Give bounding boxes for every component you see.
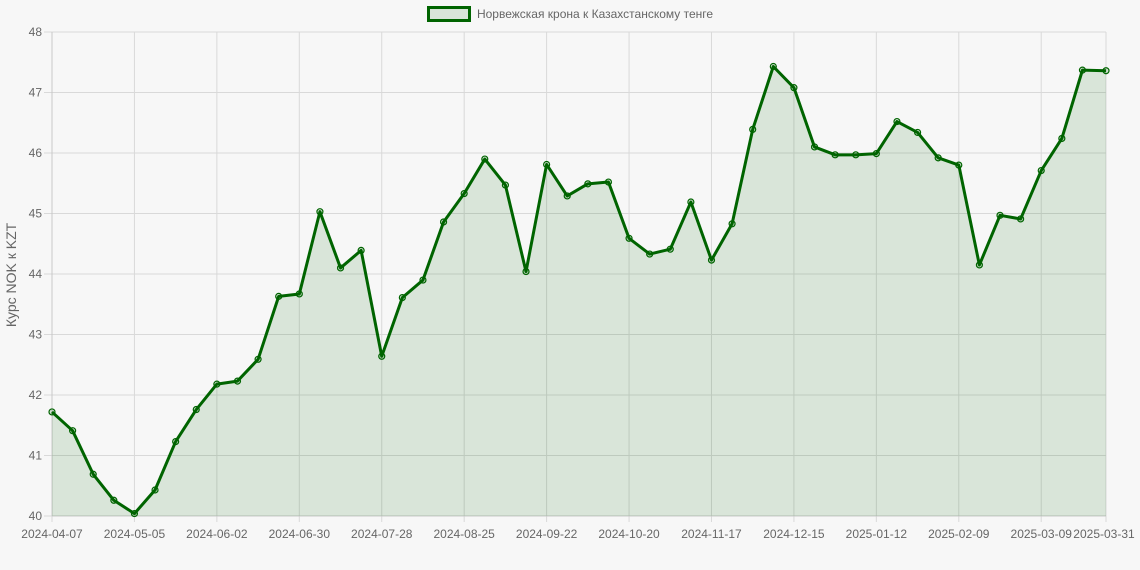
x-tick-label: 2024-06-30 <box>269 527 331 541</box>
data-point <box>1037 166 1045 175</box>
data-point <box>646 250 654 258</box>
y-tick-label: 46 <box>29 146 43 160</box>
data-point <box>357 246 365 254</box>
data-point <box>89 470 97 478</box>
data-point <box>872 150 880 158</box>
data-point <box>172 437 180 446</box>
data-points <box>48 62 1110 518</box>
data-point <box>852 151 860 159</box>
x-tick-label: 2025-02-09 <box>928 527 990 541</box>
data-point <box>316 208 324 216</box>
data-point <box>831 151 839 159</box>
data-point <box>336 264 345 272</box>
data-point <box>728 220 736 228</box>
x-tick-label: 2025-03-31 <box>1073 527 1135 541</box>
data-point <box>151 486 159 494</box>
data-point <box>1078 66 1087 74</box>
tick-labels: 40 41 42 43 44 45 46 47 48 2024-04-07 2024-05-05 20… <box>21 25 1135 541</box>
y-tick-label: 47 <box>29 86 43 100</box>
series-line <box>50 64 1107 516</box>
data-point <box>625 234 633 242</box>
y-tick-label: 44 <box>29 267 43 281</box>
y-tick-label: 42 <box>29 388 43 402</box>
data-point <box>687 198 695 206</box>
y-tick-label: 40 <box>29 509 43 523</box>
data-point <box>543 160 551 169</box>
data-point <box>913 128 922 137</box>
data-point <box>48 408 56 416</box>
data-point <box>419 276 427 284</box>
data-point <box>130 509 139 518</box>
data-point <box>378 352 386 360</box>
data-point <box>810 143 819 151</box>
data-point <box>1017 215 1025 223</box>
data-point <box>501 181 509 189</box>
x-tick-label: 2025-01-12 <box>846 527 908 541</box>
data-point <box>295 290 303 298</box>
data-point <box>439 218 448 226</box>
data-point <box>481 155 489 163</box>
data-point <box>275 292 283 300</box>
area-layer <box>50 64 1107 517</box>
data-point <box>769 62 777 71</box>
x-tick-label: 2024-07-28 <box>351 527 413 541</box>
data-point <box>192 405 200 414</box>
legend-label: Норвежская крона к Казахстанскому тенге <box>476 7 714 21</box>
data-point <box>790 84 798 92</box>
y-tick-label: 45 <box>29 207 43 221</box>
x-tick-label: 2024-09-22 <box>516 527 578 541</box>
data-point <box>563 192 571 200</box>
x-tick-label: 2024-05-05 <box>104 527 166 541</box>
data-point <box>707 256 716 264</box>
x-tick-label: 2024-08-25 <box>433 527 495 541</box>
x-tick-label: 2024-10-20 <box>598 527 660 541</box>
legend-swatch <box>426 6 471 22</box>
data-point <box>233 377 242 385</box>
y-tick-label: 48 <box>29 25 43 39</box>
data-point <box>604 178 613 186</box>
data-point <box>749 125 757 133</box>
grid <box>44 31 1107 522</box>
x-tick-label: 2025-03-09 <box>1011 527 1073 541</box>
data-point <box>1058 134 1066 143</box>
data-point <box>254 355 262 363</box>
x-tick-label: 2024-06-02 <box>186 527 248 541</box>
data-point <box>398 294 406 302</box>
data-point <box>69 427 77 435</box>
data-point <box>584 180 592 188</box>
y-tick-label: 43 <box>29 328 43 342</box>
data-point <box>460 189 468 198</box>
data-point <box>996 211 1004 219</box>
legend[interactable]: Норвежская крона к Казахстанскому тенге <box>0 6 1140 22</box>
y-tick-label: 41 <box>29 449 43 463</box>
data-point <box>1102 67 1110 75</box>
data-point <box>934 154 942 162</box>
data-point <box>666 245 674 253</box>
x-tick-label: 2024-11-17 <box>681 527 742 541</box>
x-tick-label: 2024-04-07 <box>21 527 83 541</box>
data-point <box>110 496 118 504</box>
data-point <box>213 380 221 388</box>
data-point <box>522 267 530 276</box>
data-point <box>975 261 984 269</box>
data-point <box>955 161 963 169</box>
x-tick-label: 2024-12-15 <box>763 527 825 541</box>
series-area <box>52 66 1106 517</box>
data-point <box>893 117 901 126</box>
